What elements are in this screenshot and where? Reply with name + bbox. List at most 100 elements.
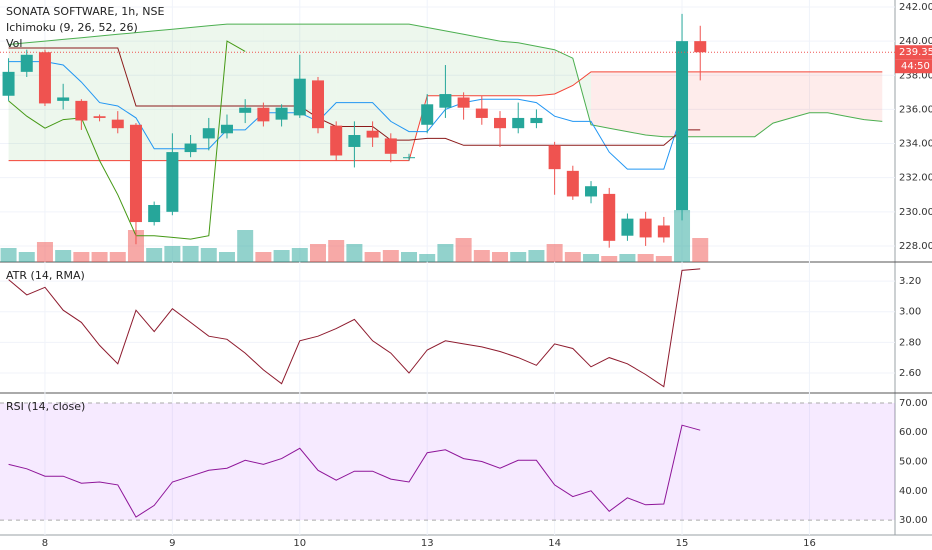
rsi-band (0, 402, 895, 521)
cloud-fill (518, 42, 537, 96)
volume-bar (364, 252, 381, 262)
volume-bar (237, 230, 254, 262)
cloud-fill (281, 24, 300, 161)
candle-body (603, 193, 616, 241)
cloud-fill (591, 71, 610, 129)
volume-bar (309, 244, 326, 262)
y-tick-label: 2.80 (899, 337, 921, 348)
cloud-fill (172, 27, 191, 161)
cloud-fill (809, 71, 828, 113)
indicator-title: RSI (14, close) (6, 400, 85, 413)
cloud-fill (864, 71, 883, 122)
candle-body (585, 186, 598, 197)
volume-bar (18, 252, 35, 262)
cloud-fill (409, 24, 428, 161)
cloud-fill (226, 24, 246, 161)
cloud-fill (427, 27, 446, 96)
y-tick-label: 50.00 (899, 457, 928, 468)
y-tick-label: 3.20 (899, 276, 921, 287)
volume-bar (619, 254, 636, 262)
candle-body (530, 117, 543, 124)
cloud-fill (827, 71, 846, 117)
candle-body (439, 94, 452, 108)
candle-body (384, 138, 397, 154)
volume-bar (492, 252, 509, 262)
volume-bar (91, 252, 108, 262)
price-label-box (895, 45, 932, 60)
cloud-fill (263, 24, 282, 161)
y-tick-label: 40.00 (899, 486, 928, 497)
candle-body (639, 218, 652, 238)
volume-bar (0, 248, 17, 262)
cloud-fill (245, 24, 264, 161)
volume-bar (382, 250, 399, 262)
cloud-fill (609, 71, 628, 132)
candle-body (57, 97, 70, 101)
y-tick-label: 236.00 (899, 104, 932, 115)
volume-bar (419, 254, 436, 262)
y-tick-label: 30.00 (899, 515, 928, 526)
candle-body (202, 128, 215, 139)
candle-body (148, 204, 161, 223)
candle-body (657, 225, 670, 238)
countdown: 44:50 (901, 61, 930, 72)
cloud-fill (773, 71, 792, 124)
volume-bar (200, 248, 217, 262)
volume-bar (564, 252, 581, 262)
x-tick-label: 9 (169, 538, 175, 549)
candle-body (129, 124, 142, 223)
cloud-fill (845, 71, 865, 120)
volume-bar (255, 252, 272, 262)
candle-body (38, 52, 51, 104)
cloud-fill (481, 37, 501, 96)
candle-body (166, 152, 179, 212)
cloud-fill (754, 71, 774, 137)
candle-body (366, 130, 379, 138)
candle-body (566, 170, 579, 197)
volume-bar (637, 254, 654, 262)
candle-body (93, 116, 106, 118)
cloud-fill (500, 41, 519, 96)
y-tick-label: 232.00 (899, 173, 932, 184)
cloud-fill (63, 37, 82, 161)
candle-body (293, 78, 306, 116)
candle-body (75, 100, 88, 121)
indicator-title: Ichimoku (9, 26, 52, 26) (6, 21, 138, 34)
x-tick-label: 14 (548, 538, 561, 549)
cloud-fill (190, 25, 209, 161)
cloud-fill (445, 30, 464, 96)
x-tick-label: 10 (293, 538, 306, 549)
y-tick-label: 60.00 (899, 427, 928, 438)
indicator-line (8, 61, 683, 170)
volume-bar (328, 240, 345, 262)
volume-bar (528, 250, 545, 262)
volume-bar (127, 230, 144, 262)
x-tick-label: 15 (676, 538, 689, 549)
cloud-fill (645, 71, 664, 137)
indicator-line (8, 268, 701, 388)
candle-body (311, 80, 324, 129)
volume-bar (291, 248, 308, 262)
candle-body (348, 135, 361, 147)
volume-bar (601, 256, 618, 262)
candle-body (494, 117, 507, 129)
volume-bar (473, 250, 490, 262)
volume-bar (583, 254, 600, 262)
cloud-fill (463, 34, 482, 96)
volume-bar (692, 238, 709, 262)
candle-body (220, 124, 233, 134)
cloud-fill (154, 29, 173, 161)
chart-title: SONATA SOFTWARE, 1h, NSE (6, 5, 164, 18)
leading-span-a (8, 23, 883, 138)
volume-bar (273, 250, 290, 262)
cloud-fill (736, 71, 755, 137)
volume-bar (146, 248, 163, 262)
volume-bar (401, 252, 418, 262)
cloud-fill (554, 49, 573, 95)
candle-body (20, 54, 33, 72)
candle-body (548, 145, 561, 170)
indicator-title: ATR (14, RMA) (6, 269, 85, 282)
y-tick-label: 238.00 (899, 70, 932, 81)
volume-bar (73, 252, 90, 262)
